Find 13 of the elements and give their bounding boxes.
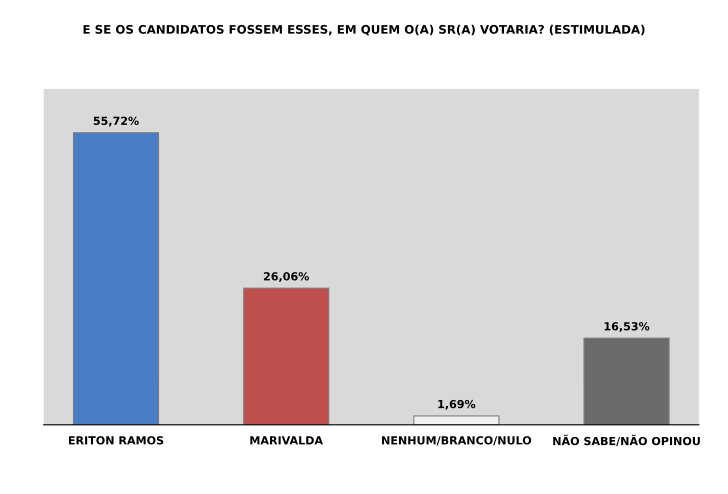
x-tick-label: ERITON RAMOS <box>68 436 164 445</box>
data-label: 55,72% <box>94 116 139 126</box>
x-tick-label: MARIVALDA <box>250 436 323 444</box>
bar <box>72 132 160 425</box>
chart-title: E SE OS CANDIDATOS FOSSEM ESSES, EM QUEM O(A) SR(A) VOTARIA? (ESTIMULADA) <box>84 24 644 36</box>
data-label: 16,53% <box>604 322 650 332</box>
bar <box>413 415 500 425</box>
data-label: 1,69% <box>438 400 476 410</box>
x-tick-label: NENHUM/BRANCO/NULO <box>382 436 532 446</box>
bar <box>243 288 330 425</box>
data-label: 26,06% <box>264 272 309 282</box>
bar <box>583 338 670 425</box>
x-tick-label: NÃO SABE/NÃO OPINOU <box>553 434 700 446</box>
